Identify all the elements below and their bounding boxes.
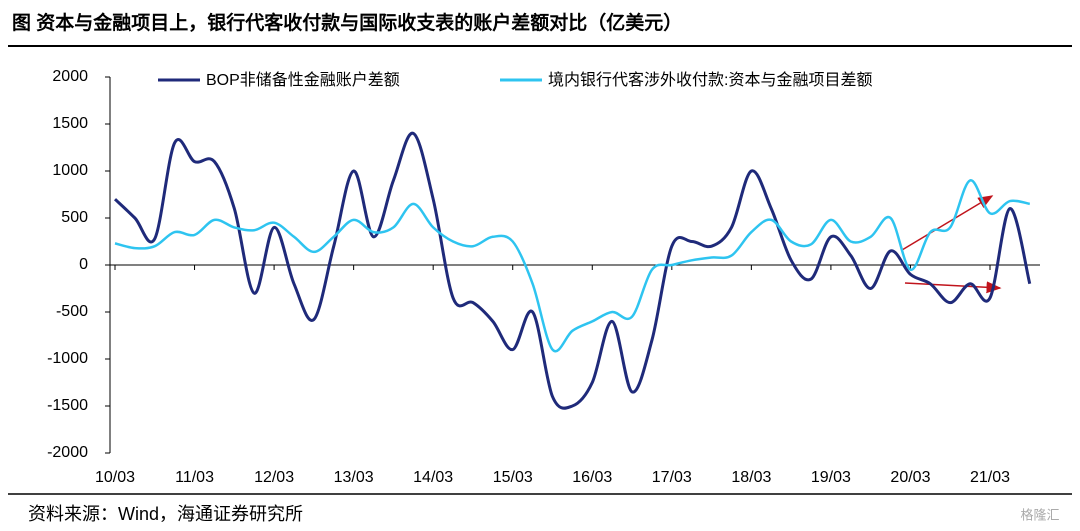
y-tick-label: -500 [56, 303, 88, 320]
y-tick-label: -2000 [47, 444, 88, 461]
watermark: 格隆汇 [1020, 507, 1059, 522]
y-tick-label: 1500 [52, 115, 88, 132]
y-tick-label: 1000 [52, 162, 88, 179]
x-tick-label: 20/03 [890, 469, 930, 486]
series-line [113, 131, 1032, 410]
x-tick-label: 14/03 [413, 469, 453, 486]
chart-title: 图 资本与金融项目上，银行代客收付款与国际收支表的账户差额对比（亿美元） [12, 11, 682, 34]
x-tick-label: 19/03 [811, 469, 851, 486]
x-tick-label: 21/03 [970, 469, 1010, 486]
y-tick-label: 2000 [52, 68, 88, 85]
x-tick-label: 16/03 [572, 469, 612, 486]
source: 资料来源：Wind，海通证券研究所 [28, 504, 303, 524]
annotation-arrow [904, 281, 1002, 294]
x-tick-label: 17/03 [652, 469, 692, 486]
y-tick-label: 0 [79, 256, 88, 273]
legend-label: BOP非储备性金融账户差额 [206, 71, 400, 89]
x-tick-label: 10/03 [95, 469, 135, 486]
x-tick-label: 18/03 [731, 469, 771, 486]
x-tick-label: 15/03 [493, 469, 533, 486]
series-line [114, 179, 1031, 353]
y-tick-label: 500 [61, 209, 88, 226]
annotation-arrow [901, 195, 994, 251]
y-tick-label: -1000 [47, 350, 88, 367]
legend-label: 境内银行代客涉外收付款:资本与金融项目差额 [548, 70, 872, 89]
x-tick-label: 13/03 [334, 469, 374, 486]
y-tick-label: -1500 [47, 397, 88, 414]
x-tick-label: 11/03 [175, 469, 214, 486]
x-tick-label: 12/03 [254, 469, 294, 486]
